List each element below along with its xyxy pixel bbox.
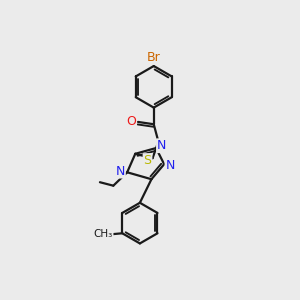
Text: N: N bbox=[157, 139, 166, 152]
Text: N: N bbox=[116, 165, 125, 178]
Text: O: O bbox=[126, 115, 136, 128]
Text: S: S bbox=[143, 154, 152, 167]
Text: N: N bbox=[166, 159, 175, 172]
Text: Br: Br bbox=[147, 51, 160, 64]
Text: CH₃: CH₃ bbox=[94, 230, 113, 239]
